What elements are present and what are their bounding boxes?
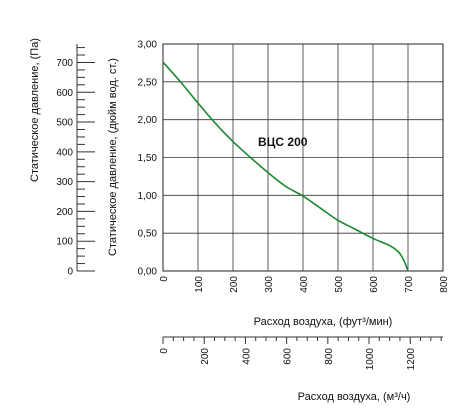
x-tick-label: 0	[159, 276, 170, 282]
secondary-y-tick-label: 400	[56, 147, 73, 158]
x-tick-label: 400	[299, 276, 310, 293]
secondary-x-tick-label: 1000	[365, 348, 376, 371]
y-tick-label: 2,00	[138, 115, 158, 126]
x-tick-label: 100	[194, 276, 205, 293]
x-tick-label: 300	[264, 276, 275, 293]
x-tick-label: 600	[369, 276, 380, 293]
curve-layer	[162, 61, 409, 272]
y-tick-label: 3,00	[138, 40, 158, 51]
secondary-y-tick-label: 0	[67, 267, 73, 278]
secondary-y-axis-title: Статическое давление, (Па)	[29, 38, 41, 182]
y-tick-label: 2,50	[138, 77, 158, 88]
secondary-x-tick-label: 800	[324, 348, 335, 365]
secondary-y-tick-label: 500	[56, 118, 73, 129]
grid	[162, 43, 444, 272]
secondary-x-axis-title: Расход воздуха, (м³/ч)	[298, 391, 411, 403]
secondary-x-tick-label: 400	[241, 348, 252, 365]
performance-curve	[162, 61, 409, 272]
y-axis-title: Статическое давление, (дюйм вод. ст.)	[107, 58, 119, 256]
secondary-y-tick-label: 100	[56, 237, 73, 248]
curve-annotation: ВЦС 200	[258, 135, 308, 149]
secondary-x-tick-label: 600	[283, 348, 294, 365]
secondary-x-tick-label: 200	[200, 348, 211, 365]
secondary-x-tick-label: 1200	[406, 348, 417, 371]
labels: ВЦС 200 Статическое давление, (дюйм вод.…	[29, 38, 410, 403]
axes: 0 100 200 300 400 500 600 700 800 0,00 0,50 1,00 1,5…	[56, 40, 450, 371]
y-tick-label: 1,00	[138, 191, 158, 202]
x-tick-label: 700	[404, 276, 415, 293]
secondary-y-tick-label: 600	[56, 88, 73, 99]
x-axis-title: Расход воздуха, (фут³/мин)	[254, 316, 393, 328]
secondary-x-tick-label: 0	[159, 348, 170, 354]
secondary-y-tick-label: 300	[56, 177, 73, 188]
x-tick-label: 200	[229, 276, 240, 293]
y-tick-label: 0,50	[138, 229, 158, 240]
y-tick-label: 1,50	[138, 153, 158, 164]
secondary-y-tick-label: 200	[56, 207, 73, 218]
x-tick-label: 500	[334, 276, 345, 293]
secondary-y-tick-label: 700	[56, 58, 73, 69]
y-tick-label: 0,00	[138, 267, 158, 278]
x-tick-label: 800	[439, 276, 450, 293]
